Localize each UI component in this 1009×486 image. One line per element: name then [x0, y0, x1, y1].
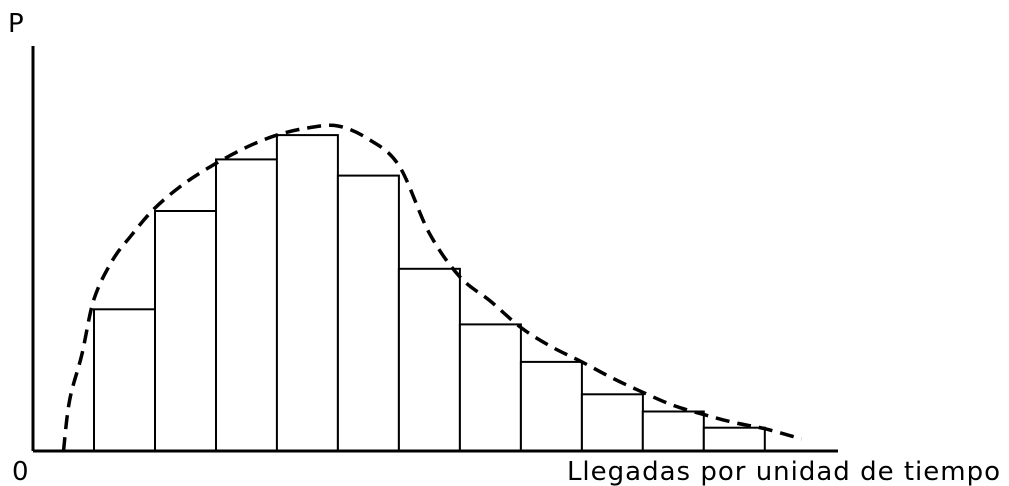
- histogram-bar-5: [336, 174, 400, 452]
- y-axis-label: P: [8, 9, 24, 39]
- histogram-bar-10: [641, 410, 705, 452]
- histogram-bar-4: [275, 134, 339, 452]
- histogram-bar-1: [93, 308, 156, 453]
- histogram-bars: [93, 134, 766, 453]
- histogram-bar-3: [215, 158, 278, 452]
- histogram-bar-7: [458, 323, 522, 452]
- origin-label: 0: [12, 457, 29, 486]
- x-axis-label: Llegadas por unidad de tiempo: [567, 457, 1001, 486]
- histogram-bar-6: [397, 267, 461, 453]
- density-curve: [61, 123, 802, 452]
- histogram-bar-9: [580, 393, 644, 452]
- histogram-bar-2: [154, 210, 217, 452]
- histogram-bar-8: [519, 360, 583, 452]
- histogram-bar-11: [702, 426, 766, 453]
